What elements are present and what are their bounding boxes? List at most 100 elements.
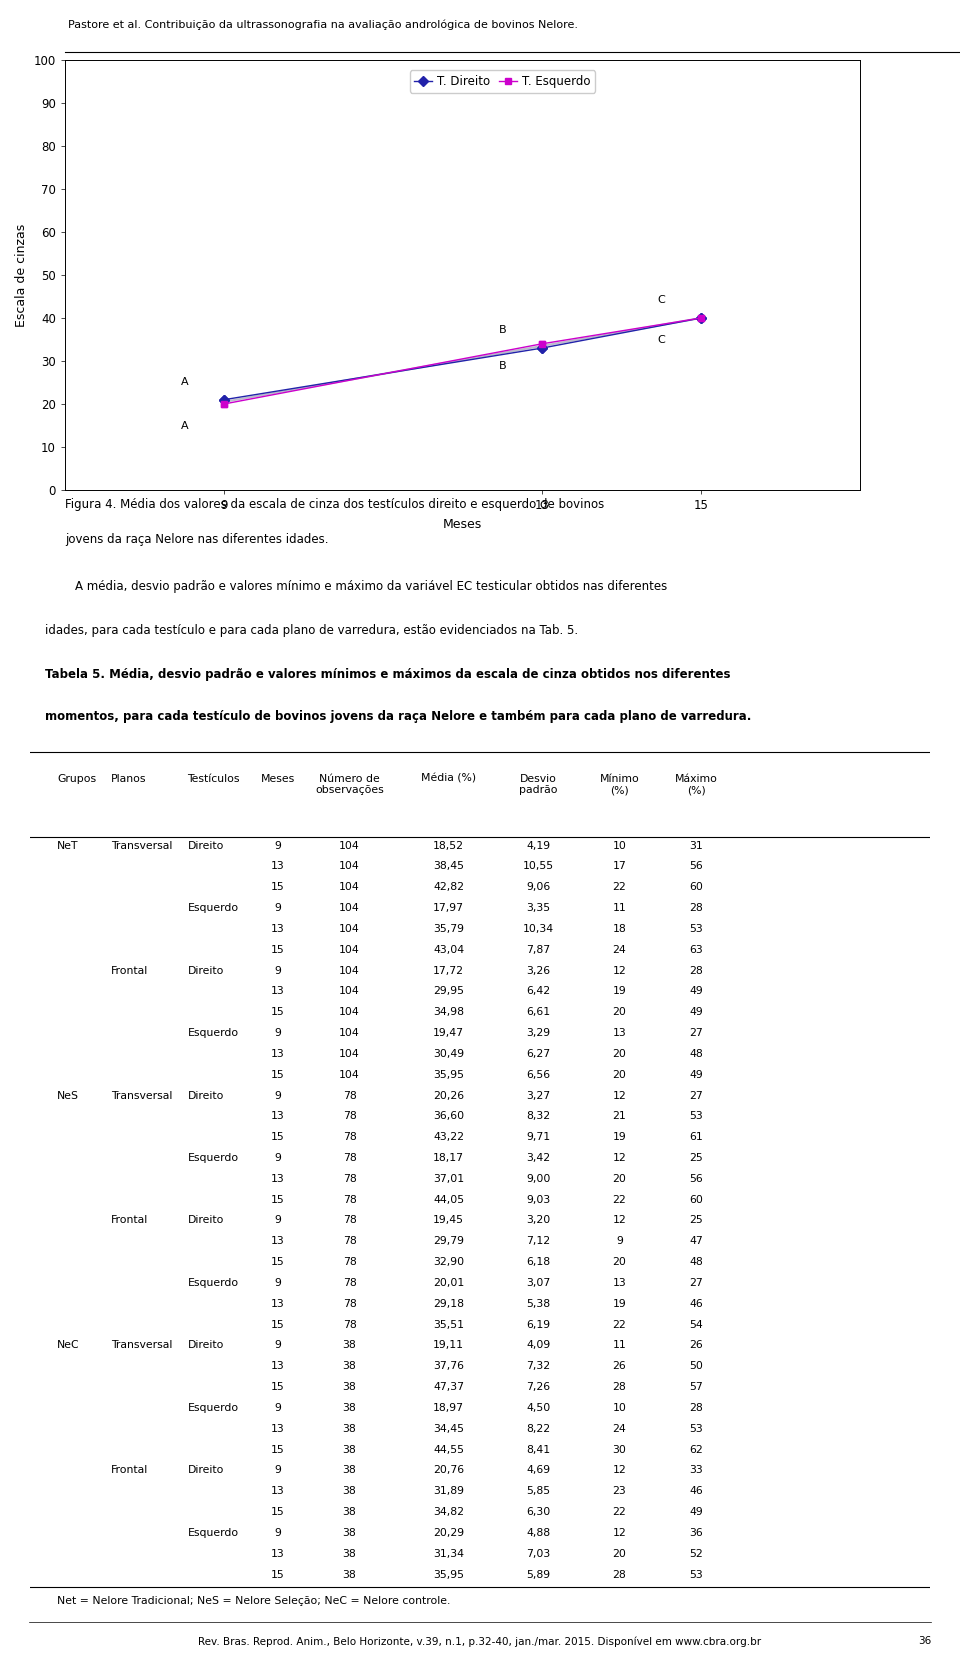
Text: 20: 20 [612,1048,627,1058]
Text: 9: 9 [274,1465,281,1475]
Text: 13: 13 [271,1423,284,1433]
Text: 13: 13 [612,1029,626,1039]
Text: 13: 13 [271,1048,284,1058]
Text: Número de
observações: Número de observações [315,773,384,795]
Text: 104: 104 [339,902,360,912]
Text: 49: 49 [689,1007,703,1017]
Text: 28: 28 [689,1404,703,1413]
Text: 13: 13 [271,1175,284,1185]
Text: 4,09: 4,09 [526,1340,551,1350]
Text: 29,95: 29,95 [433,987,464,997]
Text: 12: 12 [612,1216,626,1226]
Text: 27: 27 [689,1277,703,1287]
Text: 28: 28 [612,1569,626,1579]
Text: 38: 38 [343,1506,356,1516]
Text: Direito: Direito [187,1090,224,1100]
Text: 49: 49 [689,987,703,997]
Text: 4,50: 4,50 [526,1404,551,1413]
Text: B: B [498,362,506,372]
Text: 13: 13 [271,924,284,934]
Text: 28: 28 [689,966,703,975]
Text: 54: 54 [689,1319,703,1329]
Text: 6,61: 6,61 [526,1007,551,1017]
Text: 27: 27 [689,1029,703,1039]
Text: 52: 52 [689,1550,703,1559]
Text: 37,76: 37,76 [433,1362,464,1372]
Text: 9,06: 9,06 [526,883,551,893]
Text: 9: 9 [274,1277,281,1287]
Text: 21: 21 [612,1112,626,1121]
Text: 22: 22 [612,1194,626,1204]
Text: 38: 38 [343,1465,356,1475]
Text: 10: 10 [612,1404,627,1413]
Text: 11: 11 [612,902,626,912]
Text: 7,32: 7,32 [526,1362,551,1372]
Text: 12: 12 [612,966,626,975]
Text: 12: 12 [612,1090,626,1100]
Text: 18,17: 18,17 [433,1153,464,1163]
Text: 19,45: 19,45 [433,1216,464,1226]
Text: 78: 78 [343,1175,356,1185]
Text: 19: 19 [612,1299,626,1309]
Text: 6,42: 6,42 [526,987,551,997]
X-axis label: Meses: Meses [443,518,482,531]
Text: 8,32: 8,32 [526,1112,551,1121]
Y-axis label: Escala de cinzas: Escala de cinzas [15,224,28,327]
Text: Frontal: Frontal [111,1465,148,1475]
Text: 9: 9 [616,1236,623,1246]
Text: 38: 38 [343,1423,356,1433]
Text: 20,29: 20,29 [433,1528,464,1538]
Text: 15: 15 [271,1382,284,1392]
T. Direito [695,309,707,328]
Text: Pastore et al. Contribuição da ultrassonografia na avaliação andrológica de bovi: Pastore et al. Contribuição da ultrasson… [68,20,578,30]
Text: 57: 57 [689,1382,703,1392]
Text: idades, para cada testículo e para cada plano de varredura, estão evidenciados n: idades, para cada testículo e para cada … [45,624,578,637]
Text: 9: 9 [274,1090,281,1100]
Text: Esquerdo: Esquerdo [187,1528,239,1538]
Text: 33: 33 [689,1465,703,1475]
Text: Esquerdo: Esquerdo [187,902,239,912]
Line: T. Esquerdo: T. Esquerdo [221,315,705,408]
Text: 38,45: 38,45 [433,861,464,871]
Text: 46: 46 [689,1299,703,1309]
Text: Direito: Direito [187,1465,224,1475]
Text: 56: 56 [689,861,703,871]
Text: 13: 13 [271,861,284,871]
Text: Média (%): Média (%) [420,773,476,783]
Text: Transversal: Transversal [111,1340,173,1350]
Text: 3,20: 3,20 [526,1216,551,1226]
T. Esquerdo [537,333,548,353]
Text: 35,95: 35,95 [433,1070,464,1080]
Text: 20: 20 [612,1258,627,1267]
Text: 49: 49 [689,1506,703,1516]
Text: Testículos: Testículos [187,773,240,783]
Text: Figura 4. Média dos valores da escala de cinza dos testículos direito e esquerdo: Figura 4. Média dos valores da escala de… [65,498,604,511]
Text: 38: 38 [343,1404,356,1413]
Text: 22: 22 [612,1319,626,1329]
Text: 9: 9 [274,1216,281,1226]
Text: 78: 78 [343,1216,356,1226]
Text: 78: 78 [343,1299,356,1309]
Text: 25: 25 [689,1153,703,1163]
Text: 104: 104 [339,1048,360,1058]
Text: 15: 15 [271,1007,284,1017]
Text: 38: 38 [343,1382,356,1392]
Text: 20,76: 20,76 [433,1465,464,1475]
Text: 35,95: 35,95 [433,1569,464,1579]
Text: 10,55: 10,55 [523,861,554,871]
Text: 7,87: 7,87 [526,944,551,954]
Text: 13: 13 [271,987,284,997]
Text: 38: 38 [343,1340,356,1350]
Text: 13: 13 [612,1277,626,1287]
Text: 5,38: 5,38 [526,1299,551,1309]
Text: Rev. Bras. Reprod. Anim., Belo Horizonte, v.39, n.1, p.32-40, jan./mar. 2015. Di: Rev. Bras. Reprod. Anim., Belo Horizonte… [199,1636,761,1647]
Text: 20: 20 [612,1070,627,1080]
Text: 15: 15 [271,1131,284,1141]
Text: 38: 38 [343,1569,356,1579]
Text: 24: 24 [612,1423,626,1433]
Text: 26: 26 [689,1340,703,1350]
Text: 29,18: 29,18 [433,1299,464,1309]
Text: 104: 104 [339,1007,360,1017]
Text: 19: 19 [612,1131,626,1141]
Text: 6,56: 6,56 [526,1070,551,1080]
